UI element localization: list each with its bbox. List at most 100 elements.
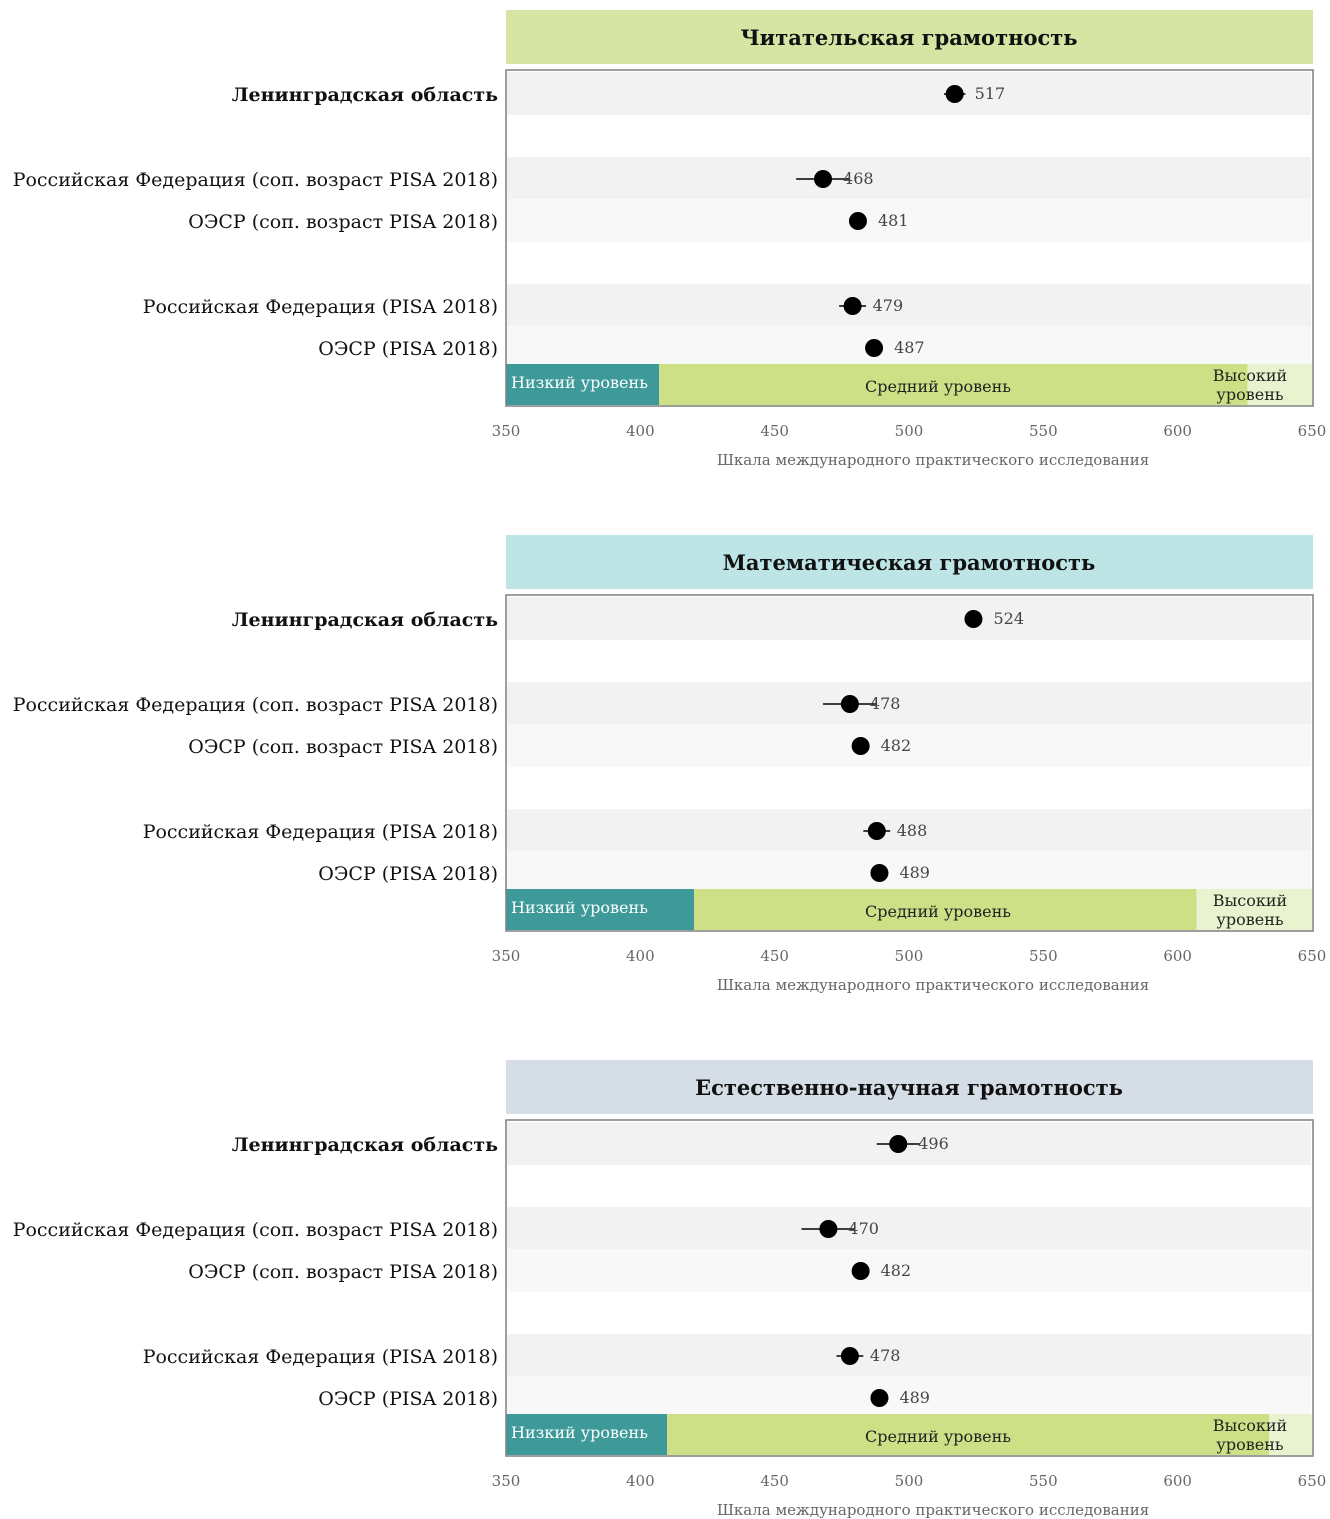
category-label: Российская Федерация (соп. возраст PISA … <box>13 1219 498 1241</box>
level-band-high <box>1247 364 1312 405</box>
row-band <box>507 724 1311 767</box>
x-axis-label: Шкала международного практического иссле… <box>717 451 1149 469</box>
category-label: ОЭСР (PISA 2018) <box>318 1388 498 1410</box>
category-label: Российская Федерация (PISA 2018) <box>143 296 498 318</box>
level-label-mid: Средний уровень <box>865 377 1011 396</box>
data-point <box>840 1347 859 1365</box>
value-label: 517 <box>975 84 1006 103</box>
row-band <box>507 1376 1311 1419</box>
category-label: Ленинградская область <box>232 1134 498 1156</box>
value-label: 524 <box>993 609 1024 628</box>
x-tick-label: 450 <box>760 1472 789 1490</box>
value-label: 489 <box>899 1388 930 1407</box>
chart-panel-2: Математическая грамотность Низкий уровень… <box>13 535 1327 994</box>
category-label: Российская Федерация (соп. возраст PISA … <box>13 169 498 191</box>
panel-title: Математическая грамотность <box>723 550 1096 575</box>
row-band <box>507 157 1311 200</box>
x-tick-label: 600 <box>1163 422 1192 440</box>
x-tick-label: 550 <box>1029 1472 1058 1490</box>
category-label: Российская Федерация (соп. возраст PISA … <box>13 694 498 716</box>
data-point <box>870 1389 889 1407</box>
value-label: 478 <box>870 1346 901 1365</box>
x-tick-label: 650 <box>1298 1472 1327 1490</box>
category-label: ОЭСР (PISA 2018) <box>318 338 498 360</box>
category-label: Российская Федерация (PISA 2018) <box>143 821 498 843</box>
data-point <box>870 864 889 882</box>
row-band <box>507 682 1311 725</box>
row-band <box>507 1249 1311 1292</box>
category-label: ОЭСР (соп. возраст PISA 2018) <box>188 211 498 233</box>
data-point <box>867 822 886 840</box>
data-point <box>848 212 867 230</box>
value-label: 496 <box>918 1134 949 1153</box>
value-label: 478 <box>870 694 901 713</box>
data-point <box>840 695 859 713</box>
value-label: 470 <box>848 1219 879 1238</box>
x-tick-label: 400 <box>626 422 655 440</box>
x-tick-label: 600 <box>1163 1472 1192 1490</box>
value-label: 489 <box>899 863 930 882</box>
data-point <box>889 1135 908 1153</box>
row-band <box>507 809 1311 852</box>
value-label: 481 <box>878 211 909 230</box>
category-label: ОЭСР (PISA 2018) <box>318 863 498 885</box>
value-label: 468 <box>843 169 874 188</box>
x-tick-label: 500 <box>895 422 924 440</box>
category-label: Российская Федерация (PISA 2018) <box>143 1346 498 1368</box>
x-tick-label: 400 <box>626 1472 655 1490</box>
data-point <box>865 339 884 357</box>
x-axis-label: Шкала международного практического иссле… <box>717 976 1149 994</box>
x-tick-label: 350 <box>492 1472 521 1490</box>
category-label: ОЭСР (соп. возраст PISA 2018) <box>188 1261 498 1283</box>
level-label-low: Низкий уровень <box>511 373 648 392</box>
data-point <box>945 85 964 103</box>
x-tick-label: 550 <box>1029 947 1058 965</box>
row-band <box>507 199 1311 242</box>
x-tick-label: 350 <box>492 422 521 440</box>
data-point <box>819 1220 838 1238</box>
value-label: 482 <box>881 736 912 755</box>
panel-title: Естественно-научная грамотность <box>695 1075 1123 1100</box>
level-band-high <box>1269 1414 1312 1455</box>
row-band <box>507 1207 1311 1250</box>
level-band-high <box>1196 889 1312 930</box>
x-tick-label: 350 <box>492 947 521 965</box>
plot-frame <box>505 1119 1314 1457</box>
row-band <box>507 597 1311 640</box>
x-tick-label: 450 <box>760 947 789 965</box>
row-band <box>507 1334 1311 1377</box>
value-label: 488 <box>897 821 928 840</box>
plot-frame <box>505 594 1314 932</box>
level-label-high: Высокий уровень <box>1213 891 1287 929</box>
data-point <box>851 1262 870 1280</box>
chart-panel-3: Естественно-научная грамотность Низкий ур… <box>13 1060 1327 1519</box>
chart-panel-1: Читательская грамотность Низкий уровень Ср… <box>13 10 1327 469</box>
row-band <box>507 72 1311 115</box>
x-tick-label: 650 <box>1298 422 1327 440</box>
level-label-low: Низкий уровень <box>511 1423 648 1442</box>
x-axis-label: Шкала международного практического иссле… <box>717 1501 1149 1519</box>
plot-frame <box>505 69 1314 407</box>
level-band-mid <box>667 1414 1270 1455</box>
x-tick-label: 500 <box>895 1472 924 1490</box>
x-tick-label: 400 <box>626 947 655 965</box>
x-tick-label: 500 <box>895 947 924 965</box>
x-tick-label: 450 <box>760 422 789 440</box>
level-label-mid: Средний уровень <box>865 902 1011 921</box>
x-tick-label: 650 <box>1298 947 1327 965</box>
x-tick-label: 550 <box>1029 422 1058 440</box>
value-label: 482 <box>881 1261 912 1280</box>
level-band-mid <box>659 364 1248 405</box>
panel-title-banner <box>506 535 1313 589</box>
category-label: ОЭСР (соп. возраст PISA 2018) <box>188 736 498 758</box>
row-band <box>507 326 1311 369</box>
level-band-low <box>506 364 660 405</box>
value-label: 487 <box>894 338 925 357</box>
panel-title-banner <box>506 10 1313 64</box>
level-label-mid: Средний уровень <box>865 1427 1011 1446</box>
level-label-high: Высокий уровень <box>1213 366 1287 404</box>
level-label-high: Высокий уровень <box>1213 1416 1287 1454</box>
panel-title: Читательская грамотность <box>740 25 1077 50</box>
data-point <box>964 610 983 628</box>
